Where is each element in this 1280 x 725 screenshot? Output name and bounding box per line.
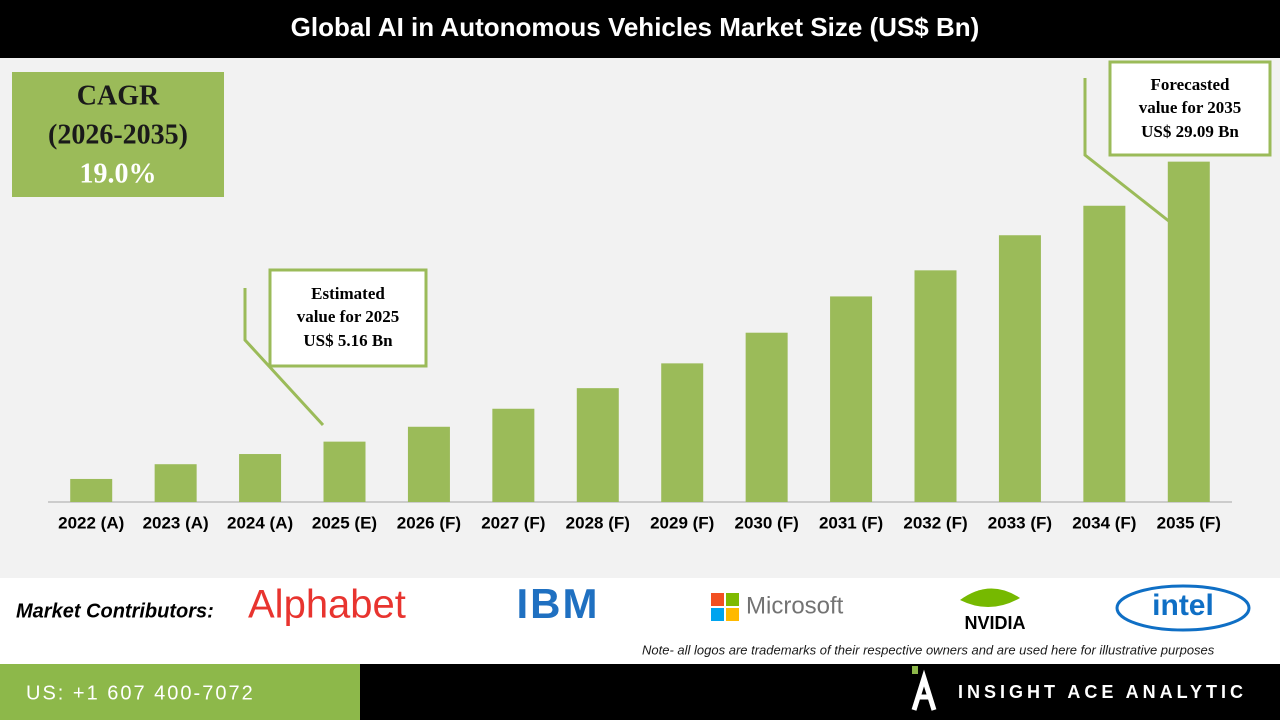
x-tick-label: 2035 (F) — [1157, 513, 1221, 532]
logo: IBM — [517, 580, 600, 627]
x-tick-label: 2027 (F) — [481, 513, 545, 532]
bar — [154, 464, 197, 502]
callout-line — [1083, 78, 1171, 224]
bar — [576, 388, 619, 502]
note: Note- all logos are trademarks of their … — [642, 642, 1215, 657]
bar — [407, 426, 450, 502]
callout-box — [1108, 60, 1272, 157]
bar — [70, 478, 113, 502]
bar — [914, 270, 957, 502]
x-tick-label: 2029 (F) — [650, 513, 714, 532]
callout-box — [268, 268, 428, 368]
x-tick-label: 2024 (A) — [227, 513, 293, 532]
x-tick-label: 2032 (F) — [903, 513, 967, 532]
bar — [492, 408, 535, 502]
logo: NVIDIA — [964, 613, 1025, 633]
bar — [1083, 205, 1126, 503]
callout-text: value for 2025 — [297, 307, 400, 326]
brand-icon — [911, 669, 937, 711]
x-tick-label: 2030 (F) — [735, 513, 799, 532]
callout-text: value for 2035 — [1139, 98, 1242, 117]
x-tick-label: 2034 (F) — [1072, 513, 1136, 532]
logo: intel — [1152, 589, 1214, 622]
bar — [998, 235, 1041, 503]
chart-title: Global AI in Autonomous Vehicles Market … — [291, 12, 980, 42]
bar — [745, 332, 788, 502]
bar — [323, 441, 366, 502]
bar — [1167, 161, 1210, 502]
x-tick-label: 2033 (F) — [988, 513, 1052, 532]
x-tick-label: 2031 (F) — [819, 513, 883, 532]
cagr-period: (2026-2035) — [48, 119, 188, 150]
callout-text: US$ 29.09 Bn — [1141, 122, 1239, 141]
logo: Microsoft — [746, 592, 844, 619]
x-tick-label: 2028 (F) — [566, 513, 630, 532]
brand-bar — [360, 664, 1280, 720]
bar — [830, 296, 873, 502]
brand: INSIGHT ACE ANALYTIC — [958, 682, 1247, 702]
callout-text: Estimated — [311, 284, 385, 303]
x-tick-label: 2023 (A) — [143, 513, 209, 532]
logo: Alphabet — [248, 583, 406, 627]
phone: US: +1 607 400-7072 — [26, 682, 255, 704]
logo-icon — [960, 588, 1020, 608]
bar — [239, 454, 282, 502]
cagr-box — [12, 72, 224, 197]
logo-icon — [711, 593, 739, 621]
x-tick-label: 2025 (E) — [312, 513, 377, 532]
x-tick-label: 2026 (F) — [397, 513, 461, 532]
contributors-label: Market Contributors: — [16, 600, 214, 622]
cagr-value: 19.0% — [80, 158, 157, 189]
phone-bar — [0, 664, 360, 720]
bar — [661, 363, 704, 502]
cagr-label: CAGR — [77, 80, 160, 111]
brand-icon — [912, 666, 918, 674]
callout-text: US$ 5.16 Bn — [303, 331, 393, 350]
callout-line — [243, 288, 325, 427]
logo-icon — [1115, 584, 1251, 632]
callout-text: Forecasted — [1151, 75, 1231, 94]
title-bar — [0, 0, 1280, 58]
x-tick-label: 2022 (A) — [58, 513, 124, 532]
